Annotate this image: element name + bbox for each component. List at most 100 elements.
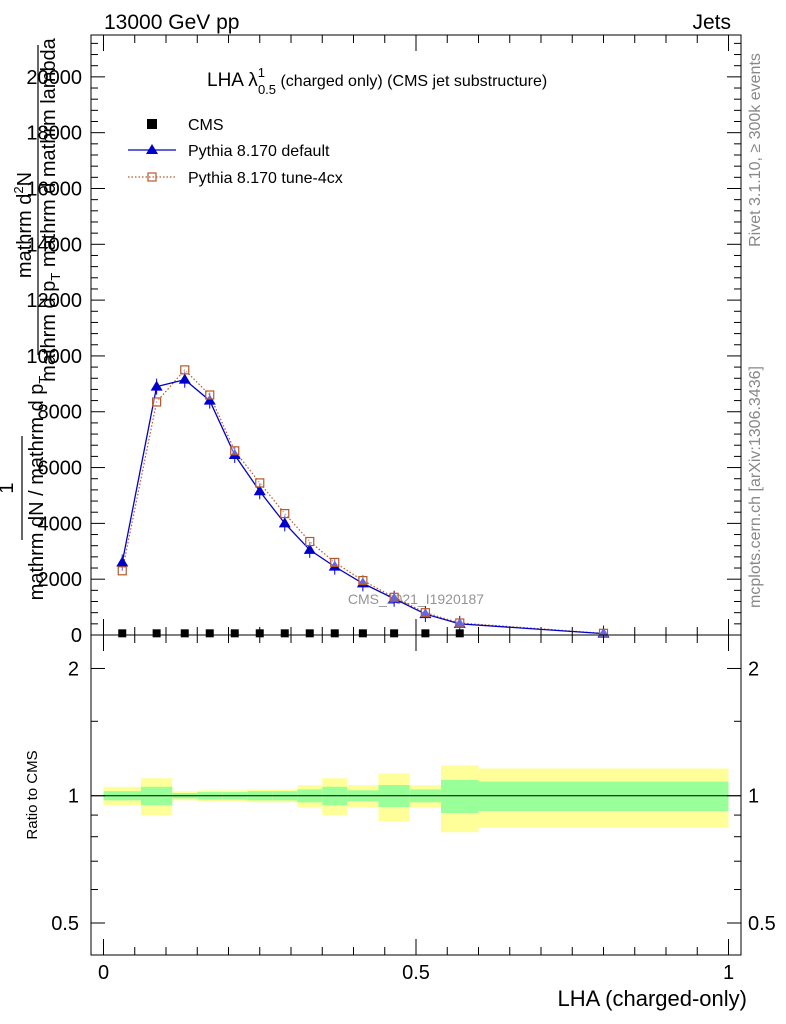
plot-title-prefix: LHA λ — [207, 70, 258, 91]
header-process: Jets — [692, 11, 731, 34]
ylabel-den-2-rest: mathrm d mathrm lambda — [38, 37, 60, 272]
legend-label-pythia-tune: Pythia 8.170 tune-4cx — [188, 170, 343, 187]
pythia-tune-point — [152, 397, 162, 407]
ylabel-denominator-1: mathrm dN / mathrm d pT — [26, 376, 51, 601]
pythia-default-point — [178, 373, 191, 384]
ylabel-num-2-d: mathrm d — [14, 194, 36, 278]
cms-data-point — [205, 629, 214, 638]
xtick-label: 0.5 — [402, 962, 430, 984]
ylabel-den-1-sub: T — [36, 376, 51, 384]
cms-data-point — [358, 629, 367, 638]
pythia-default-point — [303, 543, 316, 554]
main-ytick-label: 10000 — [26, 346, 82, 368]
main-ytick-label: 20000 — [26, 67, 82, 89]
ratio-ytick-label-right: 2 — [748, 658, 759, 680]
plot-title-sub: 0.5 — [258, 82, 276, 97]
cms-data-point — [280, 629, 289, 638]
pythia-tune-point — [420, 608, 430, 618]
pythia-default-point — [150, 380, 163, 391]
pythia-tune-point — [358, 575, 368, 586]
main-ytick-label: 0 — [71, 625, 82, 647]
plot-title: LHA λ1 0.5 (charged only) (CMS jet substr… — [207, 65, 547, 97]
main-ytick-label: 14000 — [26, 234, 82, 256]
legend-marker-pythia-default — [146, 144, 158, 154]
ylabel-den-2-text: mathrm d p — [38, 281, 60, 382]
pythia-tune-point — [255, 478, 265, 488]
cms-data-point — [255, 629, 264, 638]
header-energy: 13000 GeV pp — [104, 11, 239, 34]
pythia-default-point — [419, 608, 432, 619]
cms-data-point — [305, 629, 314, 638]
cms-data-point — [230, 629, 239, 638]
main-y-axis-label: 1 mathrm dN / mathrm d pT mathrm d2N mat… — [0, 37, 63, 600]
ylabel-num-2-sup: 2 — [11, 186, 26, 193]
xtick-label: 0 — [98, 962, 109, 984]
legend-label-cms: CMS — [188, 117, 224, 134]
ratio-ytick-label-right: 0.5 — [748, 913, 776, 935]
ylabel-numerator-2: mathrm d2N — [11, 172, 36, 278]
main-ytick-label: 8000 — [38, 402, 83, 424]
pythia-tune-point — [280, 509, 290, 519]
plot-title-sup: 1 — [258, 65, 265, 80]
ylabel-denominator-2: mathrm d pT mathrm d mathrm lambda — [38, 37, 63, 381]
pythia-tune-point — [305, 536, 315, 547]
plot-title-suffix: (charged only) (CMS jet substructure) — [276, 73, 547, 90]
legend-label-pythia-default: Pythia 8.170 default — [188, 143, 330, 160]
cms-data-point — [455, 629, 464, 638]
analysis-watermark: CMS_2021_I1920187 — [348, 591, 484, 607]
ratio-band-stat — [441, 779, 479, 814]
pythia-tune-point — [117, 566, 127, 576]
main-ytick-label: 12000 — [26, 290, 82, 312]
pythia-tune-point — [389, 592, 399, 602]
pythia-tune-point — [205, 390, 215, 400]
legend: CMS Pythia 8.170 default Pythia 8.170 tu… — [128, 117, 343, 187]
ylabel-den-1-text: mathrm dN / mathrm d p — [26, 384, 48, 601]
pythia-default-point — [253, 485, 266, 496]
ylabel-num-2-rest: N — [14, 172, 36, 186]
ratio-ytick-label: 0.5 — [51, 913, 79, 935]
cms-data-point — [118, 629, 127, 638]
main-ytick-label: 4000 — [38, 513, 83, 535]
main-ytick-label: 2000 — [38, 569, 83, 591]
legend-marker-pythia-tune — [147, 172, 157, 182]
ylabel-numerator-1: 1 — [0, 482, 18, 493]
ratio-x-axis: 0 0.5 1 — [98, 635, 734, 984]
cms-data-point — [152, 629, 161, 638]
cms-data-point — [390, 629, 399, 638]
pythia-tune-point — [330, 557, 340, 568]
x-axis-label: LHA (charged-only) — [557, 986, 747, 1011]
main-x-axis — [103, 35, 729, 635]
ratio-bands-layer — [103, 765, 729, 833]
ratio-panel: 0.5 0.5 1 1 2 2 0 0.5 1 Ratio to CMS LHA (charg… — [24, 634, 776, 1011]
cms-data-point — [180, 629, 189, 638]
legend-entry-cms: CMS — [147, 117, 224, 134]
main-y-axis: 0 2000 4000 6000 8000 10000 12000 14000 16000 180… — [26, 42, 741, 647]
ratio-y-axis: 0.5 0.5 1 1 2 2 — [51, 658, 776, 935]
rivet-version-label: Rivet 3.1.10, ≥ 300k events — [747, 53, 764, 247]
pythia-default-point — [116, 556, 129, 567]
main-panel: 0 2000 4000 6000 8000 10000 12000 14000 16000 180… — [0, 34, 742, 647]
pythia-default-point — [453, 617, 466, 628]
pythia-default-point — [328, 560, 341, 571]
pythia-default-point — [228, 449, 241, 459]
pythia-tune-point — [230, 446, 240, 456]
ratio-y-axis-label: Ratio to CMS — [24, 750, 41, 839]
ratio-band-stat — [478, 781, 729, 812]
ratio-ytick-label: 1 — [68, 786, 79, 808]
main-ytick-label: 16000 — [26, 178, 82, 200]
legend-entry-pythia-default: Pythia 8.170 default — [128, 143, 330, 160]
pythia-default-point — [388, 592, 401, 603]
main-ytick-label: 18000 — [26, 123, 82, 145]
pythia-default-point — [278, 517, 291, 528]
xtick-label: 1 — [723, 962, 734, 984]
pythia-tune-point — [180, 365, 190, 375]
ratio-ytick-label: 2 — [68, 658, 79, 680]
cms-data-point — [330, 629, 339, 638]
legend-marker-cms — [147, 119, 157, 129]
ylabel-den-2-sub: T — [48, 273, 63, 281]
mcplots-reference-label: mcplots.cern.ch [arXiv:1306.3436] — [747, 366, 764, 608]
pythia-tune-point — [455, 618, 465, 628]
legend-entry-pythia-tune: Pythia 8.170 tune-4cx — [128, 170, 343, 187]
main-ytick-label: 6000 — [38, 458, 83, 480]
